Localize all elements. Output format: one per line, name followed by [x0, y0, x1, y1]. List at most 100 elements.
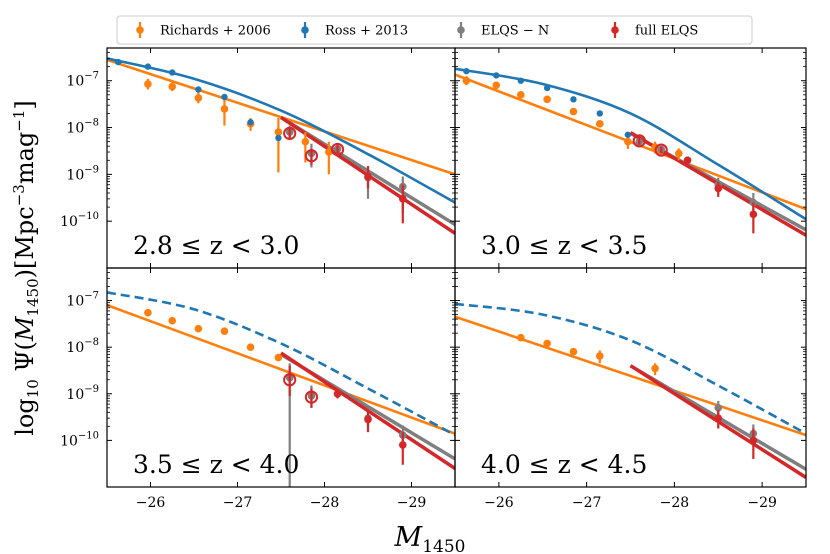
plot-area — [107, 57, 455, 235]
richards-point — [274, 128, 283, 136]
richards-point — [325, 148, 333, 156]
ross-fit-line — [455, 67, 806, 221]
plot-area — [455, 302, 806, 479]
richards-point — [194, 94, 203, 102]
ross-fit-line — [107, 57, 455, 204]
richards-point — [492, 81, 501, 90]
legend-marker — [136, 26, 144, 34]
x-tick-label: −28 — [660, 495, 690, 511]
full-elqs-point — [399, 195, 407, 203]
full-elqs-point — [304, 390, 319, 404]
x-tick-label: −28 — [310, 495, 340, 511]
legend-box — [116, 15, 753, 45]
y-tick-label: 10−9 — [66, 164, 99, 183]
ross-point — [195, 86, 202, 93]
legend: Richards + 2006 Ross + 2013 ELQS − N full E… — [116, 15, 753, 45]
legend-entry-richards: Richards + 2006 — [136, 22, 271, 39]
full-elqs-point — [714, 184, 723, 193]
richards-fit-line — [107, 303, 455, 435]
richards-point — [595, 352, 604, 360]
redshift-label: 3.0 ≤ z < 3.5 — [481, 231, 647, 260]
legend-entry-ross: Ross + 2013 — [301, 22, 408, 39]
x-tick-label: −26 — [136, 495, 166, 511]
redshift-label: 4.0 ≤ z < 4.5 — [481, 450, 647, 479]
ross-point — [115, 58, 122, 66]
ross-point — [144, 63, 152, 70]
plot-area — [455, 67, 806, 237]
legend-label: Richards + 2006 — [160, 24, 271, 39]
legend-marker — [611, 26, 619, 34]
richards-point — [220, 327, 229, 336]
ross-point — [517, 77, 525, 84]
redshift-label: 2.8 ≤ z < 3.0 — [133, 231, 299, 260]
full-elqs-point — [714, 414, 723, 422]
richards-point — [595, 120, 604, 128]
ross-fit-line — [455, 302, 806, 435]
richards-point — [144, 308, 152, 317]
ross-point — [463, 67, 470, 75]
richards-point — [462, 76, 471, 85]
richards-fit-line — [455, 315, 806, 437]
full-elqs-point — [364, 415, 372, 424]
y-tick-label: 10−8 — [66, 337, 99, 356]
ross-point — [169, 69, 176, 76]
richards-point — [543, 339, 551, 348]
richards-point — [543, 95, 551, 104]
y-tick-label: 10−7 — [66, 71, 99, 90]
richards-point — [674, 149, 683, 158]
full-elqs-point — [749, 436, 758, 445]
y-tick-label: 10−10 — [60, 211, 99, 230]
full-elqs-point — [683, 156, 692, 165]
richards-point — [144, 80, 152, 88]
legend-label: Ross + 2013 — [325, 24, 408, 39]
full-elqs-point — [330, 142, 345, 157]
elqsn-point — [714, 404, 723, 412]
ross-point — [247, 119, 254, 126]
redshift-label: 3.5 ≤ z < 4.0 — [133, 450, 299, 479]
full-elqs-point — [333, 389, 342, 398]
ross-point — [493, 72, 500, 79]
full-elqs-point — [749, 210, 758, 219]
richards-point — [517, 91, 525, 99]
full-elqs-point — [632, 134, 646, 148]
ross-point — [221, 93, 228, 101]
richards-fit-line — [107, 58, 455, 176]
richards-point — [194, 324, 203, 333]
full-elqs-point — [654, 143, 668, 157]
legend-entry-full: full ELQS — [611, 22, 698, 39]
legend-entry-elqsn: ELQS − N — [457, 22, 549, 39]
ross-point — [543, 84, 551, 92]
legend-marker — [301, 26, 309, 34]
richards-point — [624, 137, 632, 146]
panel-2: 3.0 ≤ z < 3.5 — [454, 47, 807, 269]
panel-1: 10−10 10−9 10−8 10−7 2.8 ≤ z < 3.0 — [60, 47, 456, 269]
ross-point — [275, 134, 282, 142]
y-axis-label: log10 Ψ(M1450)[Mpc−3mag−1] — [10, 100, 42, 436]
y-tick-label: 10−10 — [60, 430, 99, 449]
x-axis-label: M1450 — [394, 522, 466, 554]
panel-3: −26 −27 −28 −29 10−10 10−9 10−8 10−7 3.5 ≤ z < 4… — [60, 267, 456, 511]
richards-point — [651, 364, 659, 373]
full-elqs-point — [399, 441, 407, 449]
richards-point — [220, 105, 229, 113]
panels: 10−10 10−9 10−8 10−7 2.8 ≤ z < 3.0 3.0 ≤ z < … — [60, 47, 807, 511]
legend-label: ELQS − N — [481, 24, 549, 39]
legend-marker — [457, 26, 465, 34]
richards-point — [301, 137, 310, 146]
x-tick-label: −26 — [484, 495, 514, 511]
legend-label: full ELQS — [635, 24, 698, 39]
panel-4: −26 −27 −28 −29 4.0 ≤ z < 4.5 — [454, 267, 807, 511]
richards-point — [168, 316, 177, 325]
y-tick-label: 10−9 — [66, 384, 99, 403]
y-tick-label: 10−7 — [66, 291, 99, 310]
ross-point — [570, 96, 577, 103]
full-elqs-point — [283, 126, 297, 140]
ross-point — [596, 110, 603, 117]
full-elqs-point — [304, 149, 319, 163]
richards-point — [274, 353, 283, 362]
x-tick-label: −27 — [572, 495, 602, 511]
y-tick-label: 10−8 — [66, 118, 99, 137]
richards-point — [517, 333, 525, 342]
full-elqs-point — [364, 172, 372, 181]
